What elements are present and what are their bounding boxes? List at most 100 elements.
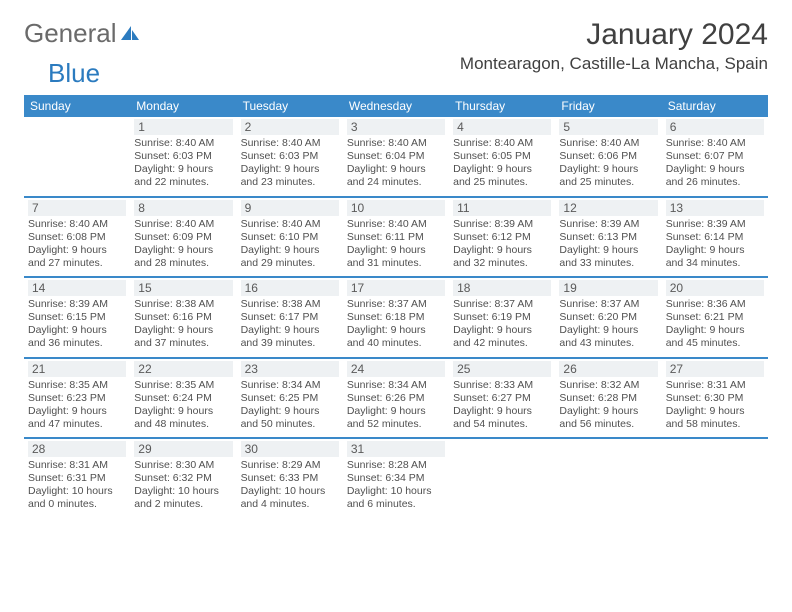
day-sr: Sunrise: 8:40 AM [134, 218, 232, 231]
day-info: Sunrise: 8:28 AMSunset: 6:34 PMDaylight:… [347, 459, 445, 512]
day-d2: and 31 minutes. [347, 257, 445, 270]
day-cell: 6 Sunrise: 8:40 AMSunset: 6:07 PMDaylight… [662, 117, 768, 196]
day-d2: and 22 minutes. [134, 176, 232, 189]
day-number: 11 [453, 200, 551, 216]
day-number: 22 [134, 361, 232, 377]
day-d2: and 50 minutes. [241, 418, 339, 431]
day-info: Sunrise: 8:34 AMSunset: 6:26 PMDaylight:… [347, 379, 445, 432]
day-cell: 30Sunrise: 8:29 AMSunset: 6:33 PMDayligh… [237, 439, 343, 518]
day-ss: Sunset: 6:03 PM [241, 150, 339, 163]
month-title: January 2024 [460, 18, 768, 52]
day-d1: Daylight: 10 hours [28, 485, 126, 498]
day-d1: Daylight: 9 hours [666, 163, 764, 176]
day-sr: Sunrise: 8:40 AM [666, 137, 764, 150]
day-number: 2 [241, 119, 339, 135]
day-info: Sunrise: 8:36 AMSunset: 6:21 PMDaylight:… [666, 298, 764, 351]
day-cell: 11 Sunrise: 8:39 AMSunset: 6:12 PMDayligh… [449, 198, 555, 277]
weekday-sun: Sunday [24, 95, 130, 117]
day-cell: 12Sunrise: 8:39 AMSunset: 6:13 PMDayligh… [555, 198, 661, 277]
day-d1: Daylight: 9 hours [241, 405, 339, 418]
day-d2: and 25 minutes. [453, 176, 551, 189]
day-d2: and 27 minutes. [28, 257, 126, 270]
day-ss: Sunset: 6:09 PM [134, 231, 232, 244]
day-number: 8 [134, 200, 232, 216]
day-d2: and 52 minutes. [347, 418, 445, 431]
day-number: 20 [666, 280, 764, 296]
day-number: 16 [241, 280, 339, 296]
location: Montearagon, Castille-La Mancha, Spain [460, 54, 768, 74]
week-row: 21 Sunrise: 8:35 AMSunset: 6:23 PM Dayligh… [24, 359, 768, 440]
day-info: Sunrise: 8:37 AMSunset: 6:19 PMDaylight:… [453, 298, 551, 351]
weekday-sat: Saturday [662, 95, 768, 117]
day-info: Sunrise: 8:39 AMSunset: 6:13 PMDaylight:… [559, 218, 657, 271]
day-number: 17 [347, 280, 445, 296]
day-info: Sunrise: 8:40 AMSunset: 6:04 PMDaylight:… [347, 137, 445, 190]
day-sr: Sunrise: 8:40 AM [241, 137, 339, 150]
day-cell: 23Sunrise: 8:34 AMSunset: 6:25 PMDayligh… [237, 359, 343, 438]
day-d1: Daylight: 9 hours [666, 244, 764, 257]
day-sr: Sunrise: 8:33 AM [453, 379, 551, 392]
day-number: 28 [28, 441, 126, 457]
day-ss: Sunset: 6:19 PM [453, 311, 551, 324]
day-d1: Daylight: 9 hours [28, 244, 126, 257]
day-ss: Sunset: 6:18 PM [347, 311, 445, 324]
day-info: Sunrise: 8:40 AMSunset: 6:07 PMDaylight:… [666, 137, 764, 190]
day-info: Sunrise: 8:40 AMSunset: 6:09 PMDaylight:… [134, 218, 232, 271]
day-info: Sunrise: 8:39 AMSunset: 6:12 PMDaylight:… [453, 218, 551, 271]
day-ss: Sunset: 6:03 PM [134, 150, 232, 163]
weekday-wed: Wednesday [343, 95, 449, 117]
day-ss: Sunset: 6:12 PM [453, 231, 551, 244]
day-cell [555, 439, 661, 518]
day-ss: Sunset: 6:16 PM [134, 311, 232, 324]
day-d2: and 4 minutes. [241, 498, 339, 511]
day-d1: Daylight: 9 hours [453, 163, 551, 176]
day-cell: 3Sunrise: 8:40 AMSunset: 6:04 PMDaylight… [343, 117, 449, 196]
day-info: Sunrise: 8:40 AMSunset: 6:05 PMDaylight:… [453, 137, 551, 190]
weekday-fri: Friday [555, 95, 661, 117]
day-d2: and 45 minutes. [666, 337, 764, 350]
day-number: 31 [347, 441, 445, 457]
day-cell: 19Sunrise: 8:37 AMSunset: 6:20 PMDayligh… [555, 278, 661, 357]
day-sr: Sunrise: 8:39 AM [453, 218, 551, 231]
day-d2: and 56 minutes. [559, 418, 657, 431]
logo-text-2: Blue [48, 58, 100, 89]
title-block: January 2024 Montearagon, Castille-La Ma… [460, 18, 768, 74]
day-info: Sunrise: 8:40 AMSunset: 6:03 PMDaylight:… [134, 137, 232, 190]
day-d2: and 58 minutes. [666, 418, 764, 431]
day-ss: Sunset: 6:33 PM [241, 472, 339, 485]
day-info: Sunrise: 8:32 AMSunset: 6:28 PMDaylight:… [559, 379, 657, 432]
day-number: 21 [28, 361, 126, 377]
day-ss: Sunset: 6:24 PM [134, 392, 232, 405]
day-sr: Sunrise: 8:39 AM [559, 218, 657, 231]
day-cell: 5Sunrise: 8:40 AMSunset: 6:06 PMDaylight… [555, 117, 661, 196]
day-d1: Daylight: 9 hours [134, 163, 232, 176]
day-cell: 1 Sunrise: 8:40 AMSunset: 6:03 PMDaylight… [130, 117, 236, 196]
day-cell: 25Sunrise: 8:33 AMSunset: 6:27 PMDayligh… [449, 359, 555, 438]
day-ss: Sunset: 6:17 PM [241, 311, 339, 324]
day-sr: Sunrise: 8:38 AM [134, 298, 232, 311]
day-number: 6 [666, 119, 764, 135]
day-ss: Sunset: 6:23 PM [28, 392, 126, 405]
day-info: Sunrise: 8:39 AMSunset: 6:15 PMDaylight:… [28, 298, 126, 351]
day-cell: 18 Sunrise: 8:37 AMSunset: 6:19 PMDayligh… [449, 278, 555, 357]
day-d1: Daylight: 10 hours [241, 485, 339, 498]
day-number: 7 [28, 200, 126, 216]
day-cell: 13Sunrise: 8:39 AMSunset: 6:14 PMDayligh… [662, 198, 768, 277]
day-d2: and 29 minutes. [241, 257, 339, 270]
day-info: Sunrise: 8:34 AMSunset: 6:25 PMDaylight:… [241, 379, 339, 432]
day-number: 18 [453, 280, 551, 296]
day-cell: 20 Sunrise: 8:36 AMSunset: 6:21 PMDayligh… [662, 278, 768, 357]
day-sr: Sunrise: 8:31 AM [666, 379, 764, 392]
day-cell: 24Sunrise: 8:34 AMSunset: 6:26 PMDayligh… [343, 359, 449, 438]
day-number: 1 [134, 119, 232, 135]
logo: General [24, 18, 141, 49]
logo-text-1: General [24, 18, 117, 49]
day-cell: 22Sunrise: 8:35 AMSunset: 6:24 PMDayligh… [130, 359, 236, 438]
day-info: Sunrise: 8:37 AMSunset: 6:18 PMDaylight:… [347, 298, 445, 351]
day-cell: 4Sunrise: 8:40 AMSunset: 6:05 PMDaylight… [449, 117, 555, 196]
day-sr: Sunrise: 8:35 AM [28, 379, 126, 392]
day-ss: Sunset: 6:30 PM [666, 392, 764, 405]
day-cell: 16Sunrise: 8:38 AMSunset: 6:17 PMDayligh… [237, 278, 343, 357]
day-number: 25 [453, 361, 551, 377]
day-sr: Sunrise: 8:38 AM [241, 298, 339, 311]
